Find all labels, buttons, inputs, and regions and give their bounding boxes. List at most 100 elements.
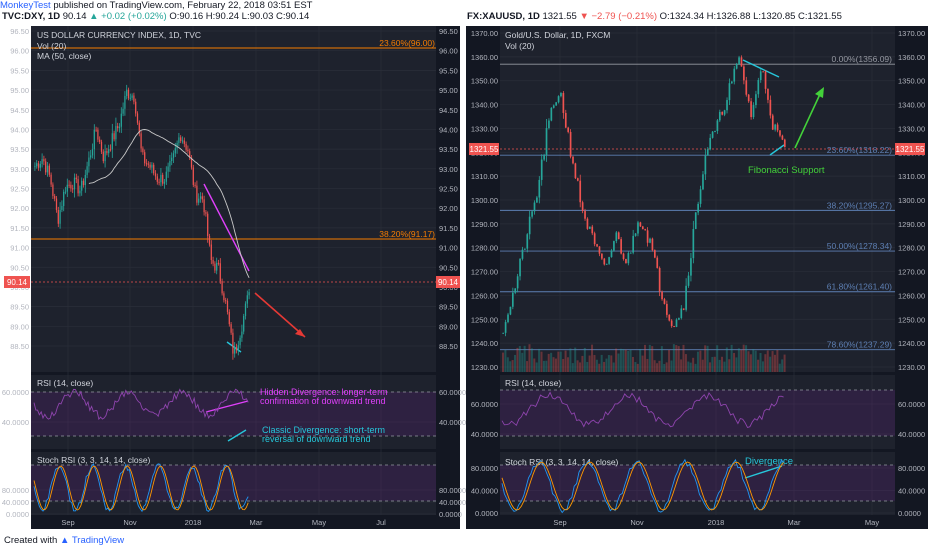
right-stoch-tick-right: 40.0000 xyxy=(898,487,925,496)
right-stoch-div-line[interactable] xyxy=(744,465,783,479)
right-volume-bar xyxy=(783,354,786,372)
right-support-trendline[interactable] xyxy=(769,144,785,156)
left-down-arrow[interactable] xyxy=(254,292,306,338)
right-gold-candle xyxy=(747,94,750,102)
right-volume-bar xyxy=(538,348,541,372)
right-stoch-pane[interactable] xyxy=(500,452,895,515)
right-gold-candle xyxy=(509,306,512,315)
right-price-tag-left-text: 1321.55 xyxy=(470,145,499,154)
right-volume-bar xyxy=(672,344,675,372)
footer-created-with: Created with xyxy=(4,535,58,546)
right-volume-bar xyxy=(754,350,757,372)
left-dxy-candle xyxy=(115,126,117,140)
right-volume-bar xyxy=(583,347,586,372)
left-dxy-candle xyxy=(237,345,239,351)
right-stoch-d-line xyxy=(501,461,784,511)
left-price-tick-left: 95.50 xyxy=(10,66,29,75)
right-volume-bar xyxy=(749,354,752,372)
left-rsi-classic-div-line[interactable] xyxy=(227,429,247,442)
left-price-tick-left: 89.50 xyxy=(10,303,29,312)
left-dxy-candle xyxy=(100,141,103,152)
left-rsi-hidden-div-line[interactable] xyxy=(205,400,249,413)
right-volume-bar xyxy=(581,355,584,372)
left-dxy-candle xyxy=(66,184,68,192)
left-dxy-candle xyxy=(189,151,191,158)
right-gold-candle xyxy=(666,303,668,315)
right-volume-bar xyxy=(764,354,767,372)
left-dxy-candle xyxy=(59,209,61,224)
right-rsi-pane[interactable] xyxy=(500,375,895,449)
right-price-tag-right-text: 1321.55 xyxy=(896,145,925,154)
right-volume-bar xyxy=(603,361,606,372)
left-ticker-header: TVC:DXY, 1D 90.14 ▲ +0.02 (+0.02%) O:90.… xyxy=(2,11,309,23)
left-price-tick-left: 94.00 xyxy=(10,125,29,134)
right-gold-candle xyxy=(579,180,582,203)
right-x-label: 2018 xyxy=(708,518,725,527)
left-dxy-candle xyxy=(156,176,158,182)
right-volume-bar xyxy=(619,348,622,372)
right-gold-candle xyxy=(564,112,567,128)
left-dxy-candle xyxy=(106,150,108,154)
left-dxy-candle xyxy=(45,161,47,173)
left-price-tick-right: 96.00 xyxy=(439,47,458,56)
left-stoch-pane[interactable] xyxy=(31,452,436,515)
right-gold-candle xyxy=(781,135,784,140)
left-dxy-candle xyxy=(176,142,178,149)
right-gold-candle xyxy=(755,94,757,106)
right-volume-bar xyxy=(554,358,557,372)
left-rsi-pane[interactable] xyxy=(31,375,436,449)
right-volume-bar xyxy=(571,363,574,372)
left-dxy-candle xyxy=(196,185,198,203)
right-volume-bar xyxy=(631,356,634,372)
left-stoch-d-line xyxy=(33,465,249,511)
right-peak-trendline[interactable] xyxy=(742,59,780,78)
right-volume-bar xyxy=(528,344,531,372)
right-volume-bar xyxy=(721,356,724,372)
right-gold-candle xyxy=(620,239,622,254)
right-gold-candle xyxy=(670,320,673,327)
right-rsi-tick-right: 60.0000 xyxy=(898,400,925,409)
right-gold-candle xyxy=(661,291,663,300)
right-volume-bar xyxy=(586,361,589,372)
right-gold-candle xyxy=(576,178,579,181)
right-volume-bar xyxy=(682,344,685,372)
left-stoch-tick-right: 40.0000 xyxy=(439,498,466,507)
right-gold-candle xyxy=(663,299,666,304)
right-volume-bar xyxy=(509,361,512,372)
right-volume-bar xyxy=(680,359,683,372)
right-up-arrow[interactable] xyxy=(794,91,822,149)
right-volume-bar xyxy=(684,354,687,372)
left-price-tick-right: 93.00 xyxy=(439,165,458,174)
right-volume-bar xyxy=(776,349,779,372)
left-dxy-candle xyxy=(72,188,74,190)
publisher-link[interactable]: MonkeyTest xyxy=(0,0,51,11)
right-volume-bar xyxy=(629,349,632,372)
right-volume-bar xyxy=(622,349,625,372)
right-volume-bar xyxy=(701,359,704,372)
left-dxy-candle xyxy=(43,159,45,162)
right-gold-candle xyxy=(608,257,610,264)
right-change: ▼ −2.79 (−0.21%) xyxy=(579,11,657,22)
right-price-tick-right: 1280.00 xyxy=(898,244,925,253)
left-price-tick-right: 92.00 xyxy=(439,204,458,213)
right-volume-bar xyxy=(742,344,745,372)
right-price-tick-right: 1230.00 xyxy=(898,363,925,372)
right-gold-candle xyxy=(711,131,714,138)
right-gold-candle xyxy=(598,246,601,254)
left-dxy-candle xyxy=(93,129,95,150)
left-dxy-candle xyxy=(133,95,135,102)
left-dxy-candle xyxy=(145,163,148,165)
footer-brand[interactable]: TradingView xyxy=(71,535,125,546)
right-volume-bar xyxy=(612,362,615,372)
left-price-pane[interactable] xyxy=(31,26,436,372)
left-last: 90.14 xyxy=(62,11,87,22)
left-dxy-candle xyxy=(246,295,248,304)
right-gold-candle xyxy=(596,244,598,247)
left-dxy-candle xyxy=(120,113,122,127)
right-gold-candle xyxy=(514,288,517,293)
left-dxy-candle xyxy=(127,89,130,99)
right-ticker-header: FX:XAUUSD, 1D 1321.55 ▼ −2.79 (−0.21%) O… xyxy=(467,11,842,23)
right-price-pane[interactable] xyxy=(500,26,895,372)
right-volume-bar xyxy=(511,360,514,372)
left-dxy-candle xyxy=(216,262,218,271)
